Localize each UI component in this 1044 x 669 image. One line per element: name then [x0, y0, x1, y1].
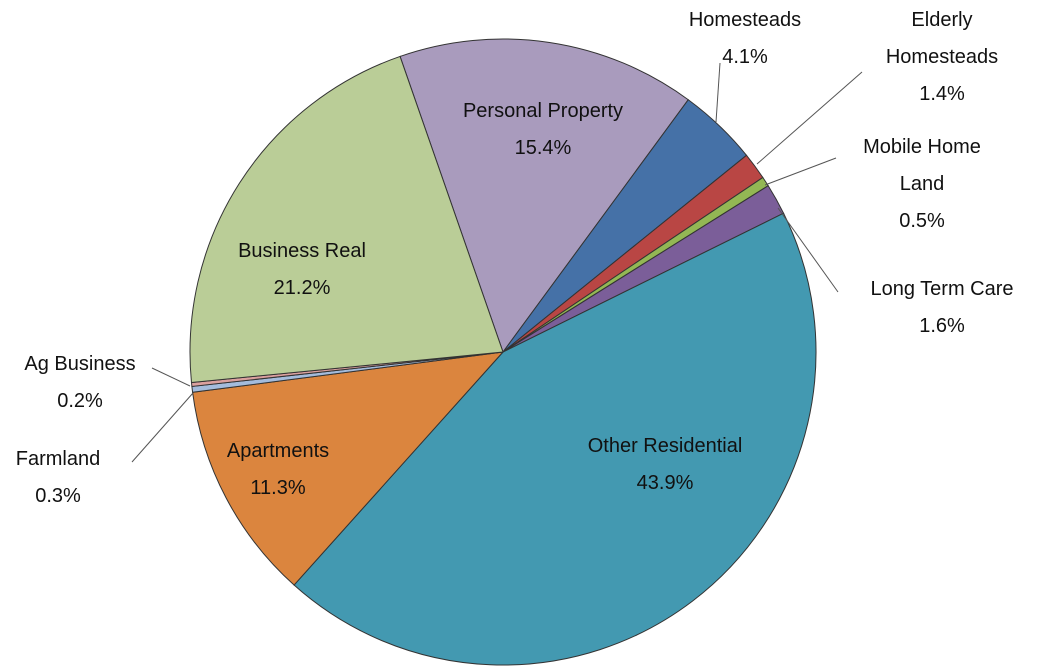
pie-slice — [399, 38, 689, 354]
leader-line — [777, 207, 839, 293]
category-label: Personal Property — [462, 100, 624, 122]
category-label: Long Term Care — [870, 278, 1014, 300]
category-label: Mobile Home Land — [863, 136, 981, 195]
value-label: 0.5% — [899, 210, 945, 232]
leader-line — [151, 367, 191, 387]
slice-label: Homesteads 4.1% — [689, 2, 801, 76]
category-label: Elderly Homesteads — [885, 9, 999, 68]
slice-label: Apartments 11.3% — [227, 433, 329, 507]
value-label: 0.3% — [35, 485, 81, 507]
slice-label: Other Residential 43.9% — [588, 428, 743, 502]
pie-slice — [189, 55, 504, 384]
category-label: Ag Business — [24, 353, 136, 375]
leader-line — [131, 392, 194, 463]
category-label: Other Residential — [587, 435, 743, 457]
category-label: Apartments — [226, 440, 330, 462]
slice-label: Business Real 21.2% — [238, 233, 366, 307]
category-label: Homesteads — [688, 9, 802, 31]
pie-slice — [293, 212, 817, 666]
slice-label: Long Term Care 1.6% — [870, 271, 1013, 345]
category-label: Business Real — [238, 240, 366, 262]
value-label: 0.2% — [57, 390, 103, 412]
value-label: 4.1% — [722, 46, 768, 68]
slice-label: Ag Business 0.2% — [24, 346, 135, 420]
pie-slice — [192, 351, 505, 586]
value-label: 43.9% — [636, 472, 694, 494]
leader-line — [764, 157, 837, 186]
value-label: 1.4% — [919, 83, 965, 105]
value-label: 1.6% — [919, 315, 965, 337]
leader-line — [715, 62, 721, 123]
category-label: Farmland — [15, 448, 101, 470]
slice-label: Elderly Homesteads 1.4% — [877, 2, 1007, 113]
value-label: 11.3% — [250, 477, 306, 499]
value-label: 21.2% — [273, 277, 331, 299]
slice-label: Personal Property 15.4% — [463, 93, 623, 167]
slice-label: Mobile Home Land 0.5% — [852, 129, 992, 240]
value-label: 15.4% — [514, 137, 572, 159]
leader-line — [756, 71, 863, 165]
slice-label: Farmland 0.3% — [16, 441, 100, 515]
